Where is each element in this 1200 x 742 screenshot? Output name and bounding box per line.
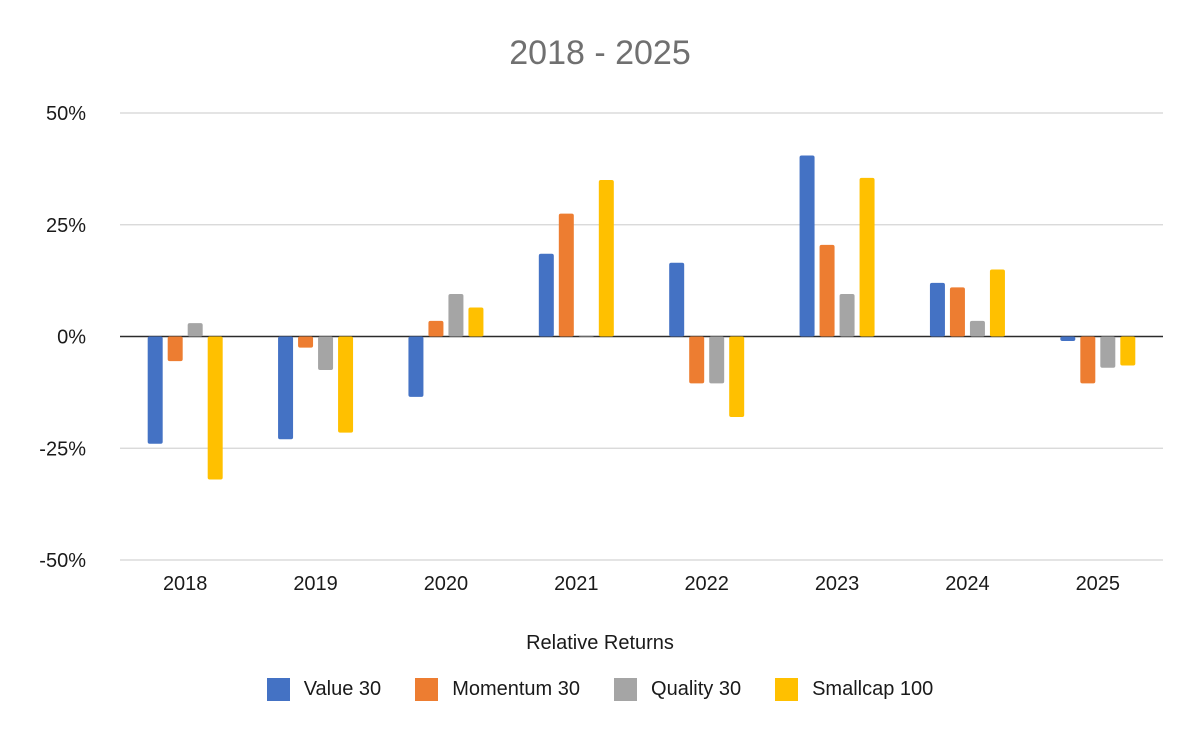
legend-label: Smallcap 100 (812, 678, 934, 700)
bar-quality-30-2018 (187, 323, 203, 337)
bar-quality-30-2025 (1100, 336, 1116, 368)
legend-swatch (775, 678, 799, 701)
bar-momentum-30-2024 (949, 287, 965, 337)
x-tick-label: 2019 (293, 573, 338, 595)
x-tick-label: 2025 (1076, 573, 1121, 595)
bar-smallcap-100-2022 (729, 336, 745, 417)
bar-momentum-30-2022 (689, 336, 705, 384)
y-tick-label: 0% (57, 327, 86, 349)
legend: Value 30 Momentum 30 Quality 30 Smallcap 10… (0, 678, 1200, 701)
x-tick-label: 2018 (163, 573, 208, 595)
bar-smallcap-100-2020 (468, 307, 484, 337)
bar-momentum-30-2018 (167, 336, 183, 362)
bar-value-30-2021 (538, 253, 554, 337)
x-tick-label: 2020 (424, 573, 469, 595)
x-axis-title: Relative Returns (526, 632, 674, 654)
legend-label: Momentum 30 (452, 678, 581, 700)
bar-value-30-2018 (147, 336, 163, 444)
bar-smallcap-100-2025 (1120, 336, 1136, 366)
y-tick-label: -50% (39, 550, 86, 572)
bar-value-30-2022 (669, 262, 685, 337)
legend-label: Value 30 (303, 678, 382, 700)
x-tick-label: 2021 (554, 573, 599, 595)
legend-label: Quality 30 (651, 678, 742, 700)
bar-smallcap-100-2024 (989, 269, 1005, 337)
bar-value-30-2024 (929, 282, 945, 337)
y-tick-label: -25% (39, 438, 86, 460)
bar-smallcap-100-2019 (338, 336, 354, 433)
bar-quality-30-2021 (578, 336, 594, 337)
bar-value-30-2020 (408, 336, 424, 397)
bar-momentum-30-2023 (819, 244, 835, 337)
legend-swatch (614, 678, 638, 701)
chart-title: 2018 - 2025 (509, 34, 691, 72)
bar-smallcap-100-2021 (598, 180, 614, 337)
legend-item: Momentum 30 (415, 678, 580, 701)
bar-quality-30-2019 (318, 336, 334, 371)
bar-quality-30-2022 (709, 336, 725, 384)
bar-quality-30-2020 (448, 294, 464, 337)
x-tick-label: 2024 (945, 573, 990, 595)
legend-item: Value 30 (266, 678, 382, 701)
bar-momentum-30-2025 (1080, 336, 1096, 384)
bar-smallcap-100-2018 (207, 336, 223, 480)
y-tick-label: 50% (46, 103, 86, 125)
legend-item: Smallcap 100 (775, 678, 933, 701)
bar-momentum-30-2021 (558, 213, 574, 337)
bar-smallcap-100-2023 (859, 177, 875, 337)
bar-value-30-2019 (278, 336, 294, 440)
bar-momentum-30-2020 (428, 320, 444, 337)
x-tick-label: 2022 (684, 573, 729, 595)
bar-quality-30-2023 (839, 294, 855, 337)
bar-value-30-2025 (1060, 336, 1076, 341)
legend-swatch (415, 678, 439, 701)
legend-item: Quality 30 (614, 678, 741, 701)
x-tick-label: 2023 (815, 573, 860, 595)
legend-swatch (266, 678, 290, 701)
bar-momentum-30-2019 (298, 336, 314, 348)
bar-quality-30-2024 (969, 320, 985, 337)
bar-value-30-2023 (799, 155, 815, 337)
y-tick-label: 25% (46, 215, 86, 237)
